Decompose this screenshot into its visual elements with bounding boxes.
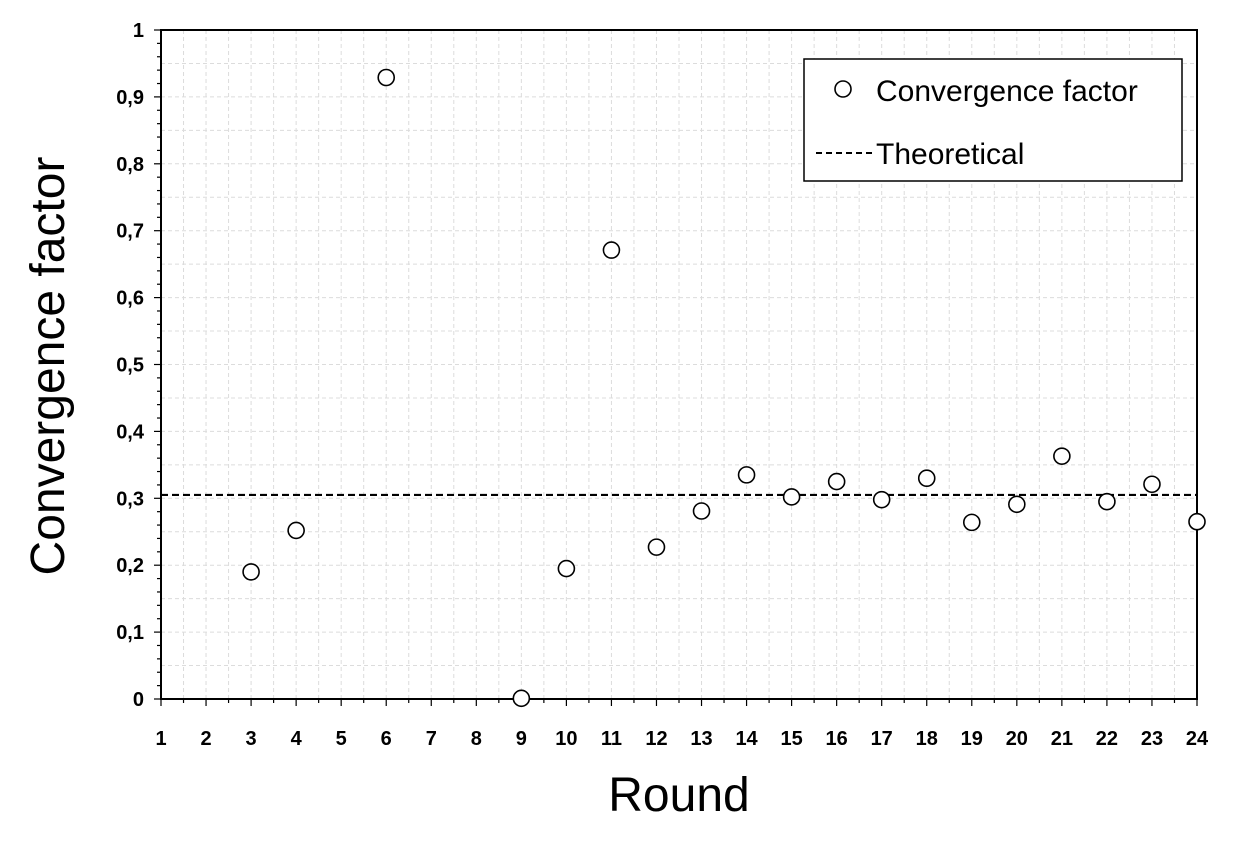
data-point: [1188, 512, 1206, 531]
plot-frame: [160, 29, 1198, 700]
x-tick-label: 4: [291, 728, 303, 750]
x-tick-label: 9: [516, 728, 527, 750]
legend-box: [803, 58, 1183, 182]
y-tick-label: 0,9: [116, 87, 144, 109]
y-tick-label: 1: [133, 20, 144, 42]
y-tick-label: 0: [133, 689, 144, 711]
y-tick-label: 0,7: [116, 221, 144, 243]
legend-label-convergence: Convergence factor: [876, 75, 1138, 108]
data-point: [737, 466, 756, 484]
legend-marker-convergence: [834, 80, 852, 98]
data-point: [377, 68, 396, 87]
data-point: [557, 559, 576, 578]
x-tick-label: 10: [555, 728, 577, 750]
x-tick-label: 7: [426, 728, 437, 750]
y-axis-label: Convergence factor: [22, 157, 75, 576]
x-tick-label: 16: [826, 728, 848, 750]
data-point: [602, 241, 621, 259]
data-point: [1053, 447, 1071, 465]
x-tick-label: 14: [735, 728, 758, 750]
y-tick-label: 0,5: [116, 355, 144, 377]
data-point: [872, 490, 891, 509]
data-point: [647, 538, 666, 556]
x-axis-label: Round: [608, 769, 749, 822]
x-tick-labels: 1 2 3 4 5 6 7 8 9 10 11 12 13 14 15 16 17 18 19 20 21 22 23 24: [155, 728, 1209, 750]
x-tick-label: 1: [155, 728, 166, 750]
data-point: [242, 563, 260, 581]
y-tick-label: 0,4: [116, 421, 145, 443]
x-tick-label: 15: [780, 728, 802, 750]
x-tick-label: 12: [645, 728, 667, 750]
legend-label-theoretical: Theoretical: [876, 138, 1024, 171]
x-tick-label: 20: [1006, 728, 1028, 750]
x-tick-label: 18: [916, 728, 938, 750]
legend: Convergence factor Theoretical: [803, 58, 1183, 182]
data-point: [782, 488, 801, 506]
y-tick-labels: 0 0,1 0,2 0,3 0,4 0,5 0,6 0,7 0,8 0,9 1: [116, 20, 145, 711]
x-tick-label: 21: [1051, 728, 1073, 750]
x-tick-label: 17: [871, 728, 893, 750]
data-point: [827, 472, 846, 491]
x-tick-label: 22: [1096, 728, 1118, 750]
x-tick-label: 6: [381, 728, 392, 750]
x-tick-label: 23: [1141, 728, 1163, 750]
x-tick-label: 2: [200, 728, 211, 750]
y-tick-label: 0,3: [116, 488, 144, 510]
data-point: [1098, 492, 1116, 511]
x-tick-label: 13: [690, 728, 712, 750]
x-tick-label: 24: [1186, 728, 1209, 750]
x-tick-label: 3: [246, 728, 257, 750]
x-tick-label: 11: [601, 728, 622, 750]
data-point: [917, 469, 936, 488]
data-point: [512, 689, 531, 708]
data-point: [692, 502, 711, 520]
data-point: [1008, 495, 1026, 514]
y-tick-label: 0,8: [116, 154, 144, 176]
data-point: [287, 521, 305, 540]
x-tick-label: 5: [336, 728, 347, 750]
x-tick-label: 19: [961, 728, 983, 750]
data-points: [242, 68, 1206, 708]
data-point: [1143, 475, 1161, 494]
x-tick-label: 8: [471, 728, 482, 750]
y-tick-label: 0,2: [116, 555, 144, 577]
y-tick-label: 0,6: [116, 288, 144, 310]
y-tick-label: 0,1: [116, 622, 144, 644]
data-point: [962, 513, 981, 532]
